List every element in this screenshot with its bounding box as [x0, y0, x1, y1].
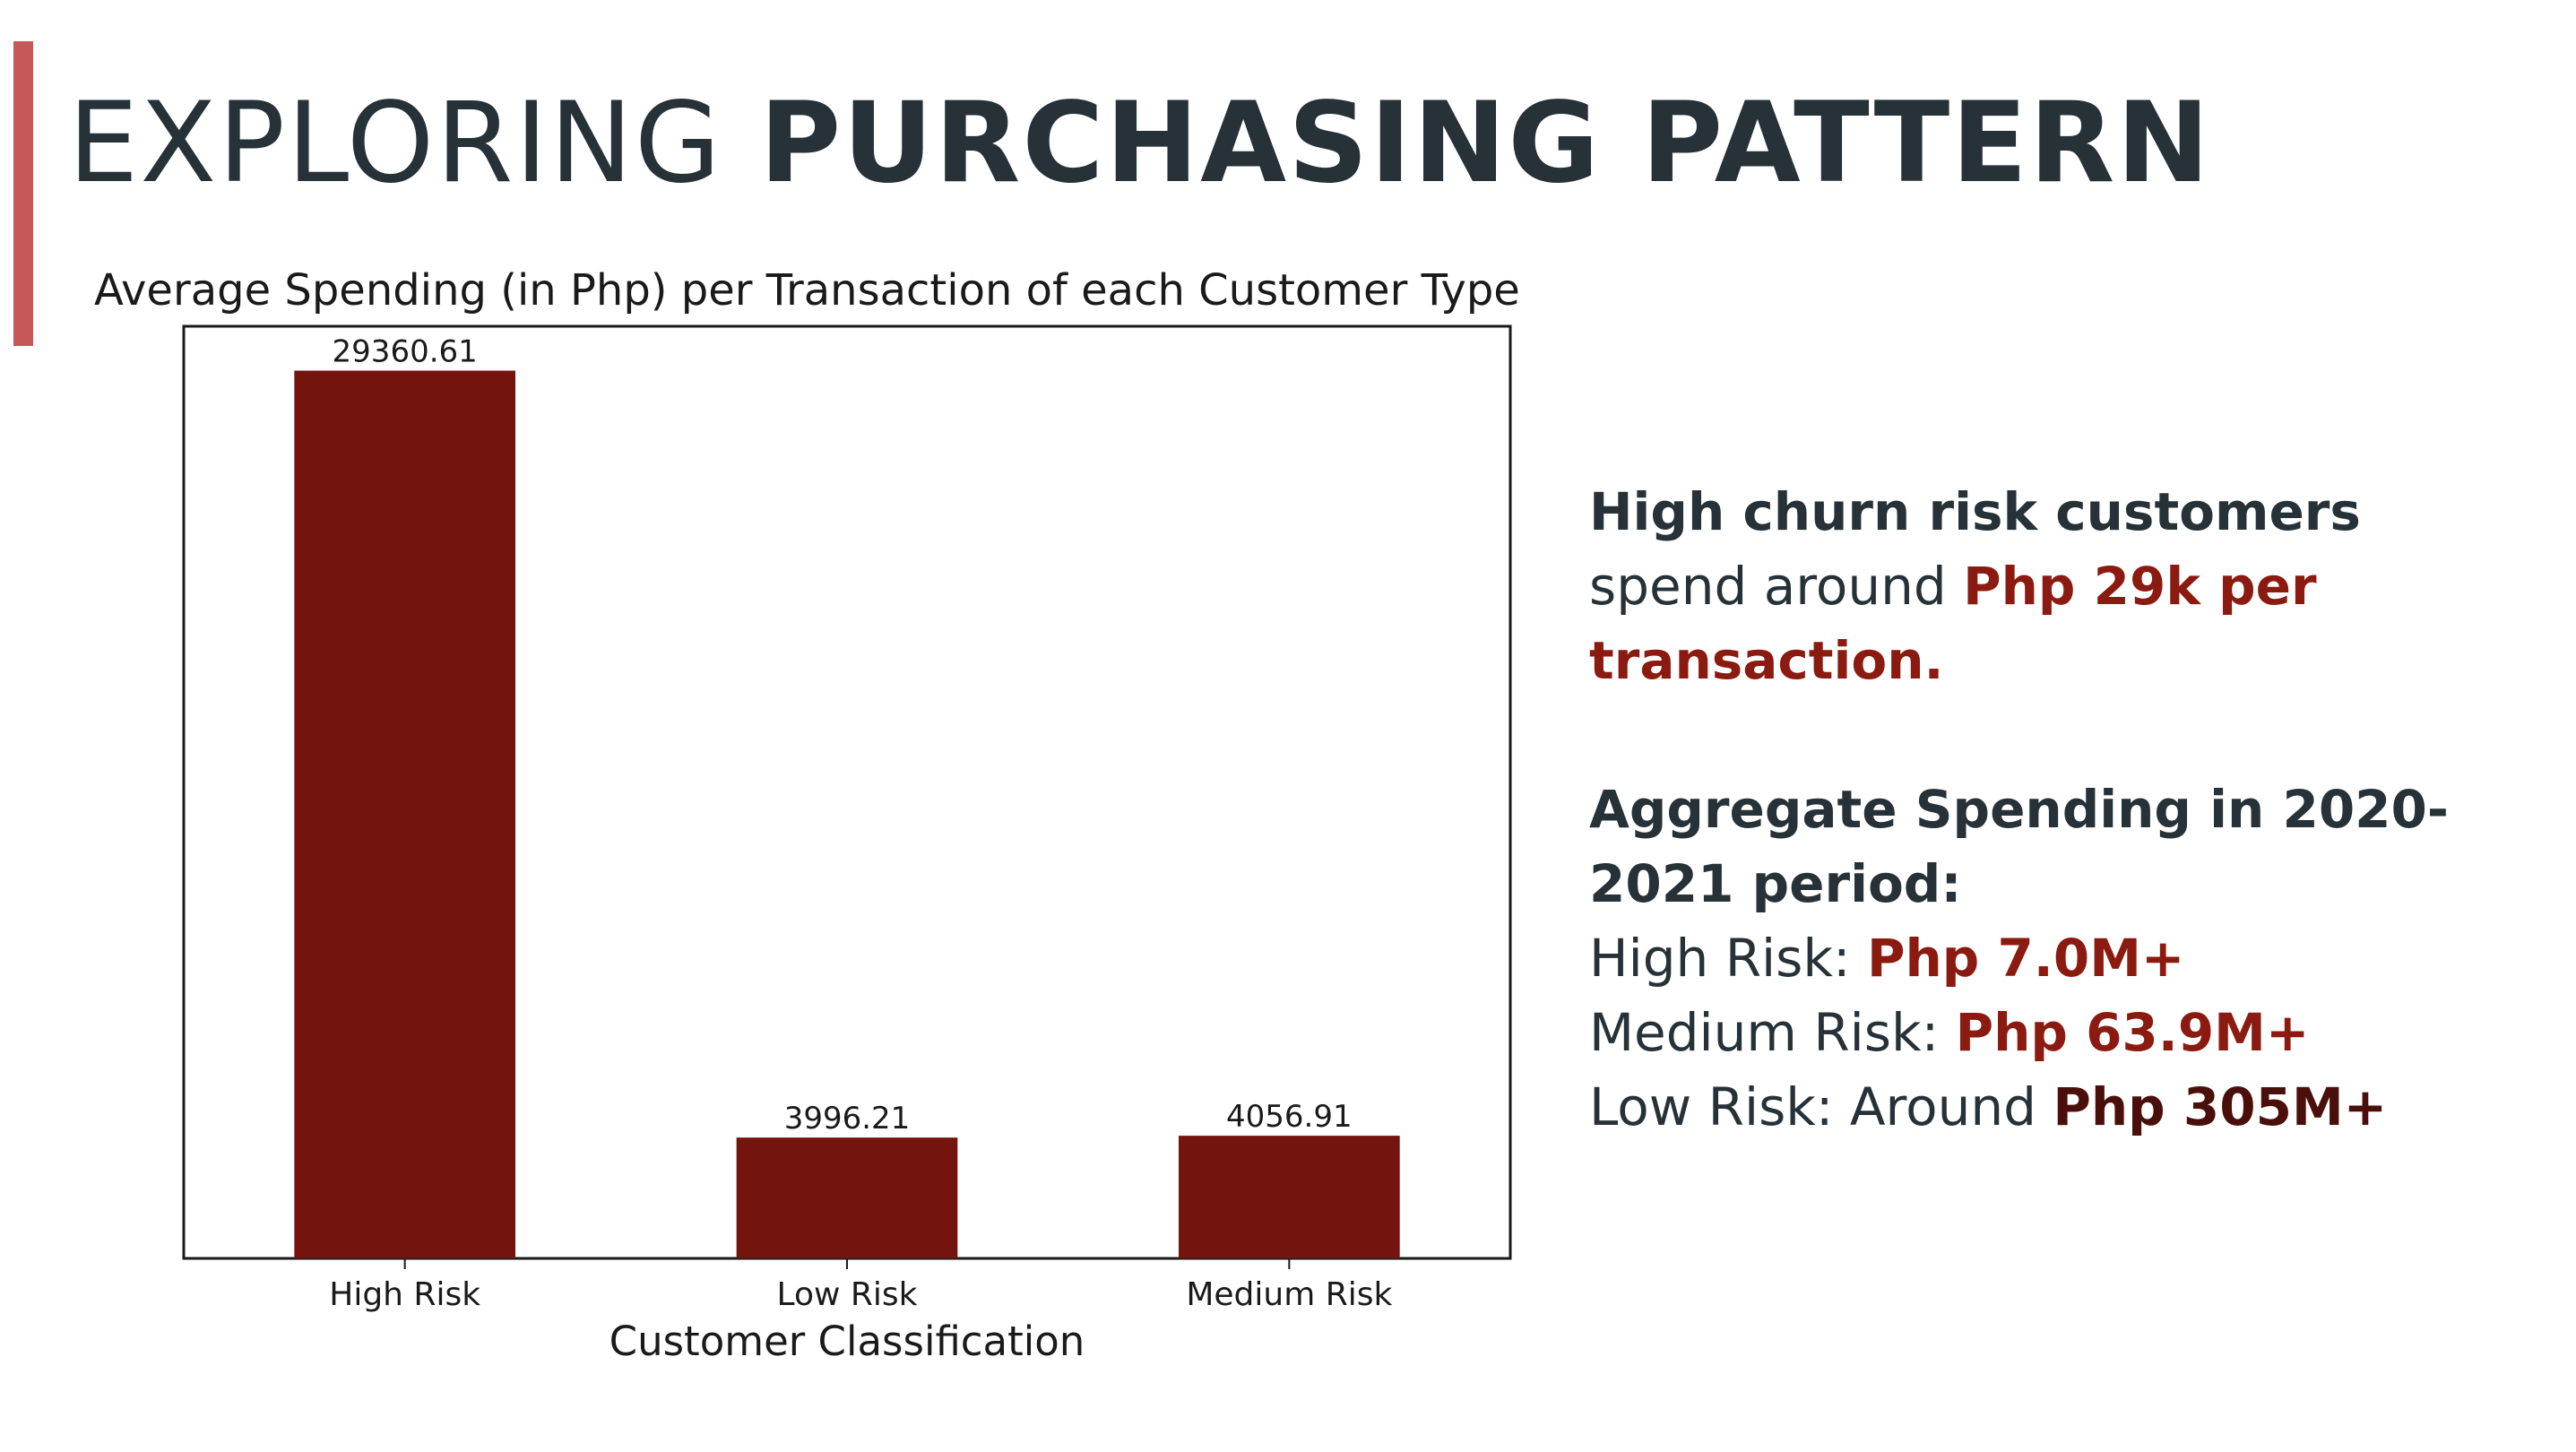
slide-title-light: EXPLORING: [68, 79, 760, 208]
insight-churn-text: spend around: [1589, 556, 1964, 617]
bar-medium-risk: [1179, 1136, 1400, 1258]
aggregate-low-label: Low Risk: Around: [1589, 1076, 2053, 1137]
x-tick-label-high-risk: High Risk: [329, 1276, 480, 1313]
x-tick-label-low-risk: Low Risk: [777, 1276, 918, 1313]
insight-churn: High churn risk customers spend around P…: [1589, 475, 2485, 698]
chart-title: Average Spending (in Php) per Transactio…: [94, 265, 1520, 315]
bar-high-risk: [294, 370, 515, 1258]
x-axis-label: Customer Classification: [609, 1318, 1085, 1365]
data-label-high-risk: 29360.61: [333, 334, 478, 370]
aggregate-medium-label: Medium Risk:: [1589, 1002, 1956, 1063]
aggregate-low-value: Php 305M+: [2053, 1076, 2388, 1137]
insights-panel: High churn risk customers spend around P…: [1589, 475, 2485, 1145]
insight-aggregate: Aggregate Spending in 2020-2021 period: …: [1589, 773, 2485, 1145]
insight-churn-highlight: Php 29k per transaction.: [1589, 556, 2317, 691]
spacer: [1589, 698, 2485, 773]
accent-bar: [13, 41, 33, 346]
data-label-medium-risk: 4056.91: [1226, 1099, 1353, 1135]
data-label-low-risk: 3996.21: [784, 1101, 911, 1137]
aggregate-high-label: High Risk:: [1589, 928, 1867, 989]
aggregate-medium-value: Php 63.9M+: [1955, 1002, 2310, 1063]
x-tick-label-medium-risk: Medium Risk: [1186, 1276, 1392, 1313]
chart-plot-frame: [182, 324, 1512, 1260]
bar-low-risk: [736, 1137, 958, 1258]
insight-aggregate-heading: Aggregate Spending in 2020-2021 period:: [1589, 779, 2449, 914]
slide-title-bold: PURCHASING PATTERN: [759, 79, 2212, 208]
insight-churn-lead: High churn risk customers: [1589, 481, 2361, 542]
slide-title: EXPLORING PURCHASING PATTERN: [68, 72, 2211, 215]
aggregate-high-value: Php 7.0M+: [1866, 928, 2185, 989]
